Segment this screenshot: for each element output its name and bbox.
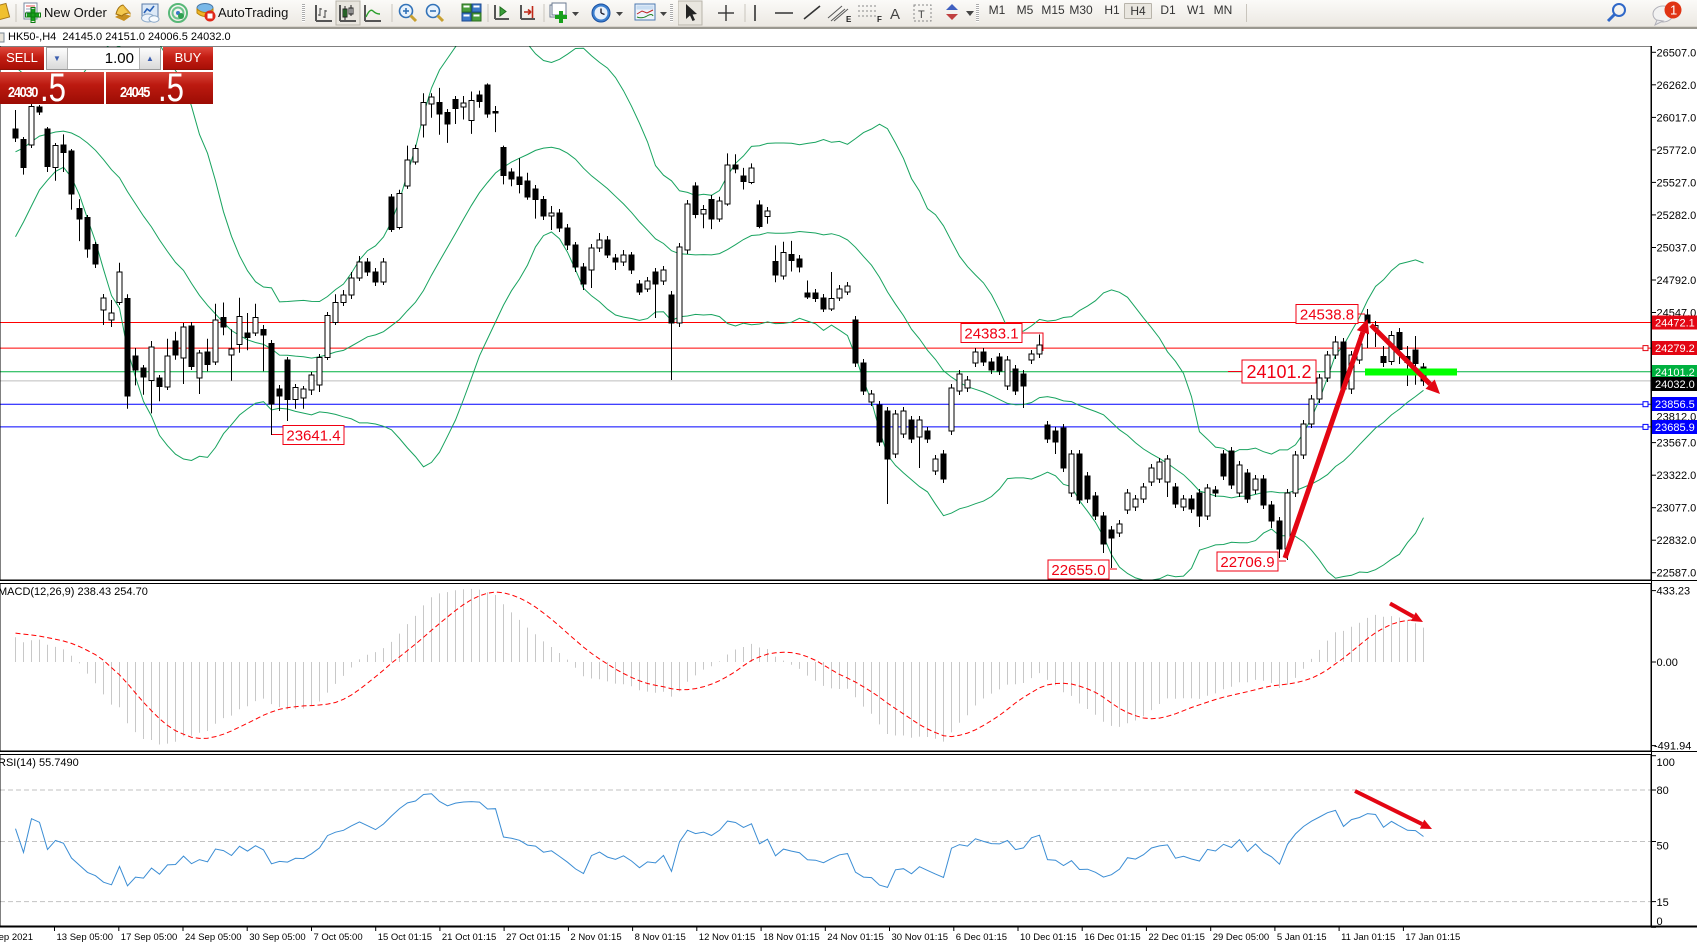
svg-text:23567.0: 23567.0: [1657, 438, 1697, 450]
svg-text:25527.0: 25527.0: [1657, 177, 1697, 189]
svg-text:23077.0: 23077.0: [1657, 503, 1697, 515]
svg-text:22655.0: 22655.0: [1051, 562, 1105, 579]
svg-text:2 Nov 01:15: 2 Nov 01:15: [570, 932, 621, 943]
svg-text:100: 100: [1657, 757, 1675, 769]
svg-text:50: 50: [1657, 841, 1669, 853]
svg-text:29 Dec 05:00: 29 Dec 05:00: [1213, 932, 1270, 943]
svg-text:Sep 2021: Sep 2021: [0, 932, 33, 943]
svg-text:24101.2: 24101.2: [1246, 362, 1311, 382]
svg-text:24472.1: 24472.1: [1655, 318, 1695, 330]
svg-text:22706.9: 22706.9: [1220, 554, 1274, 571]
svg-text:23856.5: 23856.5: [1655, 399, 1695, 411]
svg-text:25037.0: 25037.0: [1657, 243, 1697, 255]
svg-text:17 Sep 05:00: 17 Sep 05:00: [121, 932, 178, 943]
svg-text:RSI(14) 55.7490: RSI(14) 55.7490: [0, 757, 79, 769]
svg-text:7 Oct 05:00: 7 Oct 05:00: [314, 932, 363, 943]
svg-text:30 Sep 05:00: 30 Sep 05:00: [249, 932, 306, 943]
svg-text:27 Oct 01:15: 27 Oct 01:15: [506, 932, 560, 943]
svg-text:23641.4: 23641.4: [286, 427, 340, 444]
svg-text:25282.0: 25282.0: [1657, 210, 1697, 222]
svg-text:12 Nov 01:15: 12 Nov 01:15: [699, 932, 756, 943]
svg-text:AutoTrading: AutoTrading: [218, 5, 288, 20]
svg-text:24383.1: 24383.1: [964, 325, 1018, 342]
svg-text:24792.0: 24792.0: [1657, 275, 1697, 287]
svg-text:8 Nov 01:15: 8 Nov 01:15: [635, 932, 686, 943]
svg-text:10 Dec 01:15: 10 Dec 01:15: [1020, 932, 1077, 943]
svg-text:0.00: 0.00: [1657, 657, 1678, 669]
svg-text:0: 0: [1657, 916, 1663, 928]
svg-text:MACD(12,26,9) 238.43 254.70: MACD(12,26,9) 238.43 254.70: [0, 586, 148, 598]
svg-text:433.23: 433.23: [1657, 586, 1691, 598]
svg-text:A: A: [890, 6, 900, 23]
svg-text:80: 80: [1657, 785, 1669, 797]
svg-text:24 Sep 05:00: 24 Sep 05:00: [185, 932, 242, 943]
svg-text:26017.0: 26017.0: [1657, 112, 1697, 124]
svg-text:23685.9: 23685.9: [1655, 422, 1695, 434]
svg-text:15: 15: [1657, 897, 1669, 909]
svg-text:23322.0: 23322.0: [1657, 470, 1697, 482]
svg-text:16 Dec 01:15: 16 Dec 01:15: [1084, 932, 1141, 943]
svg-text:New Order: New Order: [44, 5, 108, 20]
svg-text:22832.0: 22832.0: [1657, 535, 1697, 547]
svg-text:22587.0: 22587.0: [1657, 568, 1697, 580]
svg-text:25772.0: 25772.0: [1657, 145, 1697, 157]
svg-text:T: T: [918, 9, 925, 21]
svg-text:11 Jan 01:15: 11 Jan 01:15: [1341, 932, 1395, 943]
svg-text:26507.0: 26507.0: [1657, 47, 1697, 59]
svg-text:24279.2: 24279.2: [1655, 343, 1695, 355]
svg-text:-491.94: -491.94: [1654, 741, 1691, 753]
svg-text:24 Nov 01:15: 24 Nov 01:15: [827, 932, 884, 943]
svg-text:21 Oct 01:15: 21 Oct 01:15: [442, 932, 496, 943]
svg-text:30 Nov 01:15: 30 Nov 01:15: [892, 932, 949, 943]
svg-text:24101.2: 24101.2: [1655, 367, 1695, 379]
svg-text:15 Oct 01:15: 15 Oct 01:15: [378, 932, 432, 943]
svg-text:24032.0: 24032.0: [1655, 379, 1695, 391]
svg-text:5 Jan 01:15: 5 Jan 01:15: [1277, 932, 1327, 943]
svg-text:22 Dec 01:15: 22 Dec 01:15: [1148, 932, 1205, 943]
svg-text:1: 1: [1670, 3, 1677, 18]
svg-text:26262.0: 26262.0: [1657, 80, 1697, 92]
svg-text:13 Sep 05:00: 13 Sep 05:00: [57, 932, 114, 943]
svg-text:18 Nov 01:15: 18 Nov 01:15: [763, 932, 820, 943]
svg-text:E: E: [846, 15, 852, 24]
svg-text:6 Dec 01:15: 6 Dec 01:15: [956, 932, 1007, 943]
svg-text:F: F: [877, 15, 882, 24]
svg-text:17 Jan 01:15: 17 Jan 01:15: [1405, 932, 1460, 943]
svg-text:24538.8: 24538.8: [1300, 306, 1354, 323]
